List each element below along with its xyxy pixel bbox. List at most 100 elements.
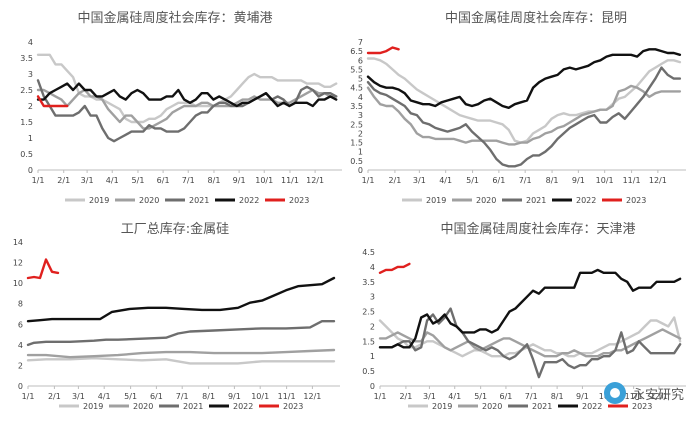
y-tick-label: 10 [13, 279, 23, 288]
y-tick-label: 4 [370, 263, 375, 272]
x-tick-label: 11/1 [278, 392, 296, 401]
series-line-2022 [26, 276, 336, 323]
x-tick-label: 8/1 [208, 176, 221, 185]
x-tick-label: 4/1 [448, 392, 461, 401]
y-tick-label: 0.5 [20, 150, 33, 159]
x-tick-label: 7/1 [519, 176, 532, 185]
legend-label-2023: 2023 [632, 402, 652, 411]
y-tick-label: 3.5 [20, 54, 33, 63]
chart-title: 工厂总库存:金属硅 [121, 221, 229, 237]
x-tick-label: 3/1 [413, 176, 426, 185]
legend-label-2022: 2022 [239, 196, 259, 205]
x-tick-label: 5/1 [132, 176, 145, 185]
x-tick-label: 8/1 [202, 392, 215, 401]
wechat-icon [603, 382, 626, 404]
x-tick-label: 1/1 [374, 392, 387, 401]
x-tick-label: 4/1 [439, 176, 452, 185]
y-tick-label: 4 [18, 341, 23, 350]
y-tick-label: 4.5 [362, 248, 375, 257]
x-tick-label: 10/1 [251, 392, 269, 401]
y-tick-label: 2 [358, 129, 363, 138]
x-tick-label: 2/1 [399, 392, 412, 401]
x-tick-label: 1/1 [22, 392, 35, 401]
y-tick-label: 3 [358, 111, 363, 120]
series-line-2020 [26, 348, 336, 359]
x-tick-label: 2/1 [388, 176, 401, 185]
y-tick-label: 6.5 [350, 47, 363, 56]
series-line-2021 [26, 320, 336, 347]
series-line-2019 [378, 316, 682, 358]
y-tick-label: 1 [28, 134, 33, 143]
x-tick-label: 2/1 [57, 176, 70, 185]
legend-label-2019: 2019 [83, 402, 103, 411]
y-tick-label: 2 [28, 102, 33, 111]
series-line-2023 [26, 258, 60, 280]
x-tick-label: 11/1 [623, 176, 641, 185]
x-tick-label: 2/1 [48, 392, 61, 401]
y-tick-label: 3.5 [350, 102, 363, 111]
chart-panel-3: 工厂总库存:金属硅 0 2 4 6 8 10 12 14 1/1 2/1 3/1 4/1 5/1 6/1 7/… [13, 221, 340, 411]
x-tick-label: 11/1 [281, 176, 299, 185]
legend-label-2021: 2021 [189, 196, 209, 205]
y-tick-label: 1.5 [20, 118, 33, 127]
y-tick-label: 4.5 [350, 84, 363, 93]
y-tick-label: 8 [18, 300, 23, 309]
chart-title: 中国金属硅周度社会库存：天津港 [440, 221, 635, 237]
x-tick-label: 11/1 [625, 392, 643, 401]
y-tick-label: 4 [358, 93, 363, 102]
series-line-2019 [26, 357, 336, 365]
x-tick-label: 1/1 [32, 176, 45, 185]
x-tick-label: 3/1 [81, 176, 94, 185]
y-tick-label: 5 [358, 75, 363, 84]
watermark-text: 永安研究 [631, 387, 684, 403]
y-tick-label: 0.5 [350, 157, 363, 166]
y-tick-label: 3 [370, 293, 375, 302]
series-line-2019 [36, 53, 338, 124]
legend-label-2023: 2023 [626, 196, 646, 205]
x-tick-label: 6/1 [492, 176, 505, 185]
x-tick-label: 12/1 [649, 176, 667, 185]
x-tick-label: 4/1 [106, 176, 119, 185]
x-tick-label: 10/1 [596, 176, 614, 185]
y-tick-label: 0 [18, 382, 23, 391]
watermark: 永安研究 [603, 382, 684, 404]
legend-label-2019: 2019 [432, 402, 452, 411]
x-tick-label: 9/1 [233, 176, 246, 185]
y-tick-label: 3 [28, 70, 33, 79]
series-line-2021 [366, 66, 682, 168]
legend-label-2019: 2019 [89, 196, 109, 205]
chart-panel-1: 中国金属硅周度社会库存：黄埔港 0 0.5 1 1.5 2 2.5 3 3.5 4 1/1 2/1 3/… [20, 10, 342, 205]
legend-label-2019: 2019 [426, 196, 446, 205]
y-tick-label: 1.5 [350, 139, 363, 148]
legend-label-2020: 2020 [482, 402, 502, 411]
x-tick-label: 12/1 [303, 392, 321, 401]
x-tick-label: 12/1 [306, 176, 324, 185]
series-line-2022 [378, 268, 682, 349]
x-tick-label: 3/1 [423, 392, 436, 401]
series-line-2022 [36, 82, 338, 108]
y-tick-label: 1 [358, 148, 363, 157]
y-tick-label: 6 [18, 320, 23, 329]
x-tick-label: 8/1 [551, 392, 564, 401]
chart-title: 中国金属硅周度社会库存：黄埔港 [77, 10, 272, 26]
chart-title: 中国金属硅周度社会库存：昆明 [445, 10, 627, 26]
y-tick-label: 14 [13, 238, 23, 247]
series-line-2023 [366, 46, 400, 55]
x-tick-label: 10/1 [255, 176, 273, 185]
y-tick-label: 2.5 [20, 86, 33, 95]
y-tick-label: 2.5 [350, 120, 363, 129]
x-tick-label: 7/1 [182, 176, 195, 185]
x-tick-label: 1/1 [362, 176, 375, 185]
y-tick-label: 12 [13, 259, 23, 268]
series-line-2020 [366, 84, 682, 146]
x-tick-label: 9/1 [228, 392, 241, 401]
legend-label-2020: 2020 [139, 196, 159, 205]
x-tick-label: 6/1 [157, 176, 170, 185]
y-tick-label: 0 [28, 166, 33, 175]
legend-label-2021: 2021 [526, 196, 546, 205]
y-tick-label: 4 [28, 38, 33, 47]
series-line-2022 [366, 48, 682, 110]
y-tick-label: 1 [370, 352, 375, 361]
legend-label-2022: 2022 [582, 402, 602, 411]
